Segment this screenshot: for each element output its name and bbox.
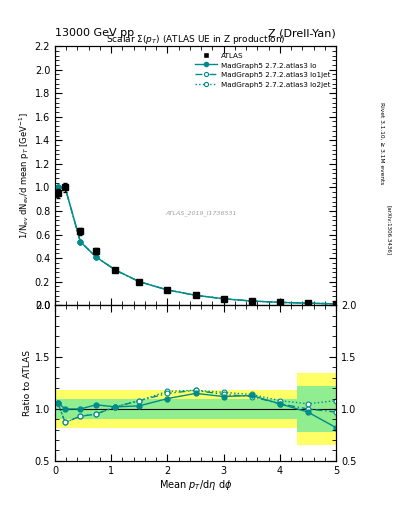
- Text: 13000 GeV pp: 13000 GeV pp: [55, 28, 134, 38]
- Legend: ATLAS, MadGraph5 2.7.2.atlas3 lo, MadGraph5 2.7.2.atlas3 lo1jet, MadGraph5 2.7.2: ATLAS, MadGraph5 2.7.2.atlas3 lo, MadGra…: [193, 50, 332, 90]
- Y-axis label: Ratio to ATLAS: Ratio to ATLAS: [23, 350, 32, 416]
- Text: mcplots.cern.ch: mcplots.cern.ch: [392, 260, 393, 304]
- Text: Rivet 3.1.10, ≥ 3.1M events: Rivet 3.1.10, ≥ 3.1M events: [379, 102, 384, 184]
- X-axis label: Mean $p_T$/d$\eta$ d$\phi$: Mean $p_T$/d$\eta$ d$\phi$: [159, 478, 232, 493]
- Title: Scalar $\Sigma(p_T)$ (ATLAS UE in Z production): Scalar $\Sigma(p_T)$ (ATLAS UE in Z prod…: [106, 33, 285, 46]
- Text: ATLAS_2019_I1736531: ATLAS_2019_I1736531: [165, 210, 237, 216]
- Y-axis label: 1/N$_{ev}$ dN$_{ev}$/d mean p$_T$ [GeV$^{-1}$]: 1/N$_{ev}$ dN$_{ev}$/d mean p$_T$ [GeV$^…: [17, 112, 32, 239]
- Text: [arXiv:1306.3436]: [arXiv:1306.3436]: [386, 205, 391, 255]
- Text: Z (Drell-Yan): Z (Drell-Yan): [268, 28, 336, 38]
